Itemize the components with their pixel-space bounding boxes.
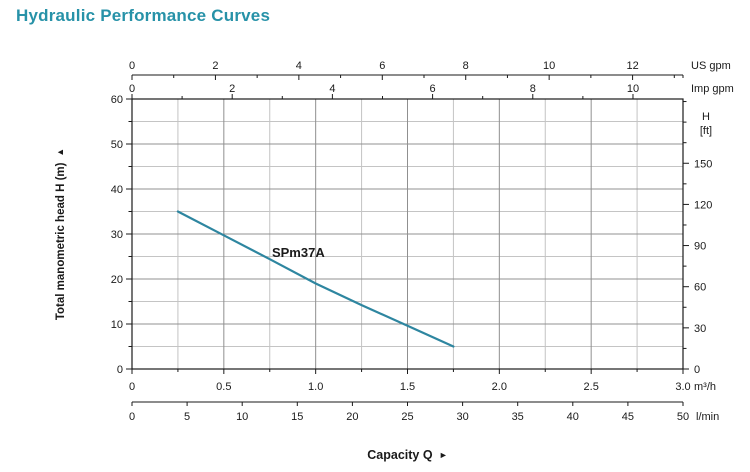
x-axis-imp-gpm-label: 4 [329,83,335,95]
x-axis-m3h-label: 2.5 [584,381,599,393]
unit-label-ft: [ft] [700,125,712,137]
y-axis-m [126,98,132,370]
x-axis-us-gpm-label: 4 [296,60,302,72]
x-axis-lmin-label: 50 [677,411,689,423]
x-axis-lmin-label: 15 [291,411,303,423]
x-axis-imp-gpm-label: 8 [530,83,536,95]
y-axis-ft-label: 30 [694,323,706,335]
x-axis-m3h-label: 1.5 [400,381,415,393]
x-axis-title: Capacity Q ► [367,448,447,462]
x-axis-us-gpm-label: 2 [212,60,218,72]
y-axis-m-label: 50 [111,139,123,151]
grid-major [132,99,683,369]
y-axis-m-label: 20 [111,274,123,286]
y-axis-ft-label: 150 [694,158,712,170]
y-axis-ft-label: 90 [694,241,706,253]
page-title: Hydraulic Performance Curves [16,6,271,25]
x-axis-m3h-label: 3.0 [675,381,690,393]
unit-label-ft-h: H [702,111,710,123]
y-axis-m-label: 60 [111,94,123,106]
pump-curve [176,210,455,348]
x-axis-imp-gpm [131,94,634,99]
x-axis-lmin-label: 25 [401,411,413,423]
up-arrow-icon: ▲ [55,148,65,157]
y-axis-ft [683,101,689,370]
y-axis-m-label: 0 [117,364,123,376]
y-axis-ft-label: 0 [694,364,700,376]
x-axis-lmin-label: 20 [346,411,358,423]
series-label: SPm37A [272,245,325,260]
y-axis-m-label: 30 [111,229,123,241]
right-arrow-icon: ► [439,450,448,460]
x-axis-m3h [131,369,684,374]
unit-label-m3h: m³/h [694,381,716,393]
x-axis-lmin-label: 35 [512,411,524,423]
unit-label-lmin: l/min [696,411,719,423]
unit-labels: US gpm Imp gpm H [ft] m³/h l/min [691,60,734,423]
x-axis-us-gpm-label: 10 [543,60,555,72]
x-axis-lmin-label: 30 [456,411,468,423]
x-axis-lmin-label: 45 [622,411,634,423]
x-axis-lmin-label: 10 [236,411,248,423]
x-axis-imp-gpm-label: 0 [129,83,135,95]
x-axis-lmin-label: 5 [184,411,190,423]
x-axis-imp-gpm-label: 10 [627,83,639,95]
y-axis-m-label: 10 [111,319,123,331]
unit-label-imp-gpm: Imp gpm [691,83,734,95]
y-axis-title: Total manometric head H (m) ▲ [55,148,67,320]
x-axis-lmin-label: 0 [129,411,135,423]
x-axis-m3h-label: 1.0 [308,381,323,393]
unit-label-us-gpm: US gpm [691,60,731,72]
x-axis-imp-gpm-label: 6 [430,83,436,95]
y-axis-ft-label: 60 [694,282,706,294]
y-axis-ft-label: 120 [694,199,712,211]
x-axis-lmin-label: 40 [567,411,579,423]
x-axis-us-gpm [131,74,684,80]
x-axis-us-gpm-label: 6 [379,60,385,72]
x-axis-imp-gpm-label: 2 [229,83,235,95]
x-axis-m3h-label: 0 [129,381,135,393]
x-axis-us-gpm-label: 8 [463,60,469,72]
x-axis-us-gpm-label: 0 [129,60,135,72]
x-axis-m3h-label: 2.0 [492,381,507,393]
x-axis-lmin [131,401,684,406]
x-axis-m3h-label: 0.5 [216,381,231,393]
y-axis-m-label: 40 [111,184,123,196]
x-axis-us-gpm-label: 12 [626,60,638,72]
